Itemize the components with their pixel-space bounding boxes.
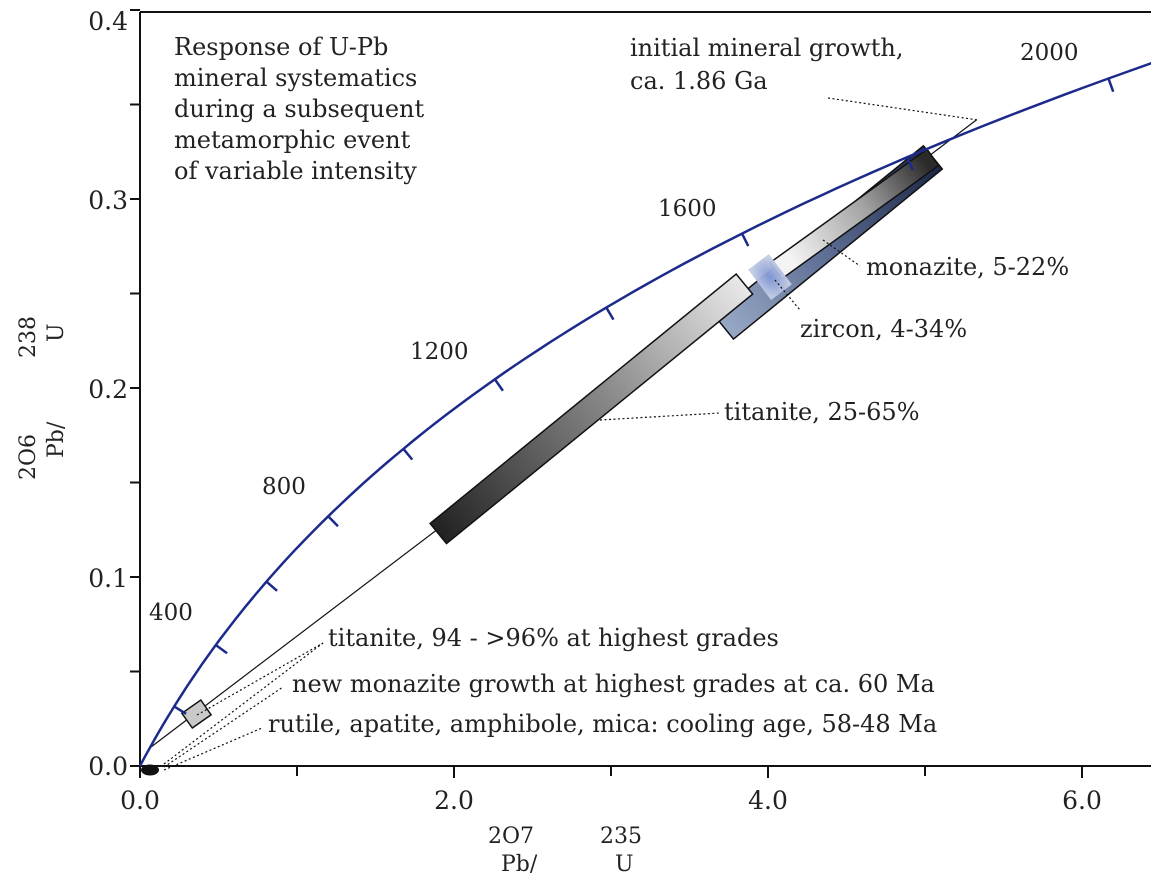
x-tick-label-4: 4.0 (748, 786, 788, 815)
age-label-1200: 1200 (410, 339, 469, 365)
age-tick-1000 (402, 448, 414, 461)
age-tick-2000 (1107, 78, 1115, 93)
y-axis-ticks (130, 9, 140, 767)
x-title-denominator-element: U (615, 852, 634, 877)
concordia-curve (138, 62, 1151, 767)
y-tick-label-0: 0.0 (88, 752, 128, 781)
x-tick-label-0: 0.0 (120, 786, 160, 815)
titanite-small-box (180, 698, 213, 730)
description-line-3: during a subsequent (174, 95, 424, 123)
x-title-mass: 2O7 (488, 824, 534, 849)
zircon-highlight-spot (748, 254, 792, 300)
y-title-element: Pb/ (44, 421, 69, 458)
age-tick-1200 (493, 378, 504, 392)
age-tick-1400 (605, 306, 615, 321)
age-tick-200 (173, 705, 187, 715)
description-line-1: Response of U-Pb (174, 33, 388, 61)
x-title-denominator-mass: 235 (600, 824, 642, 849)
y-tick-label-1: 0.1 (88, 564, 128, 593)
age-tick-800 (327, 515, 339, 528)
x-title-element: Pb/ (501, 852, 538, 877)
y-title-mass: 2O6 (16, 434, 41, 480)
y-axis-title: 2O6 Pb/ 238 U (16, 316, 69, 480)
lower-intercept-dot (141, 764, 159, 776)
x-tick-label-2: 2.0 (434, 786, 474, 815)
age-label-400: 400 (149, 600, 193, 626)
description-text: Response of U-Pb mineral systematics dur… (174, 33, 424, 185)
age-label-1600: 1600 (658, 196, 717, 222)
age-label-800: 800 (262, 474, 306, 500)
initial-growth-label-1: initial mineral growth, (630, 34, 903, 62)
age-tick-1600 (740, 232, 750, 247)
y-tick-label-4: 0.4 (88, 7, 128, 36)
leader-lines (163, 97, 979, 771)
description-line-5: of variable intensity (174, 157, 417, 185)
zircon-label: zircon, 4-34% (800, 315, 967, 343)
x-tick-label-6: 6.0 (1062, 786, 1102, 815)
y-title-denominator-mass: 238 (16, 316, 41, 358)
y-tick-label-2: 0.2 (88, 375, 128, 404)
monazite-label: monazite, 5-22% (866, 253, 1069, 281)
concordia-age-ticks (173, 78, 1115, 715)
x-axis-ticks (139, 766, 1083, 778)
titanite-label: titanite, 25-65% (724, 398, 920, 426)
cooling-age-label: rutile, apatite, amphibole, mica: coolin… (268, 710, 937, 738)
x-axis-title: 2O7 Pb/ 235 U (488, 824, 642, 877)
description-line-2: mineral systematics (174, 64, 417, 92)
description-line-4: metamorphic event (174, 126, 411, 154)
age-label-2000: 2000 (1020, 40, 1079, 66)
new-monazite-label: new monazite growth at highest grades at… (292, 670, 935, 698)
age-tick-1800 (906, 156, 914, 171)
initial-growth-label-2: ca. 1.86 Ga (630, 67, 768, 95)
titanite-box (429, 272, 754, 545)
titanite-high-grade-label: titanite, 94 - >96% at highest grades (328, 624, 779, 652)
y-tick-label-3: 0.3 (88, 186, 128, 215)
age-tick-400 (215, 644, 228, 655)
age-tick-600 (265, 580, 278, 592)
y-title-denominator-element: U (44, 323, 69, 342)
